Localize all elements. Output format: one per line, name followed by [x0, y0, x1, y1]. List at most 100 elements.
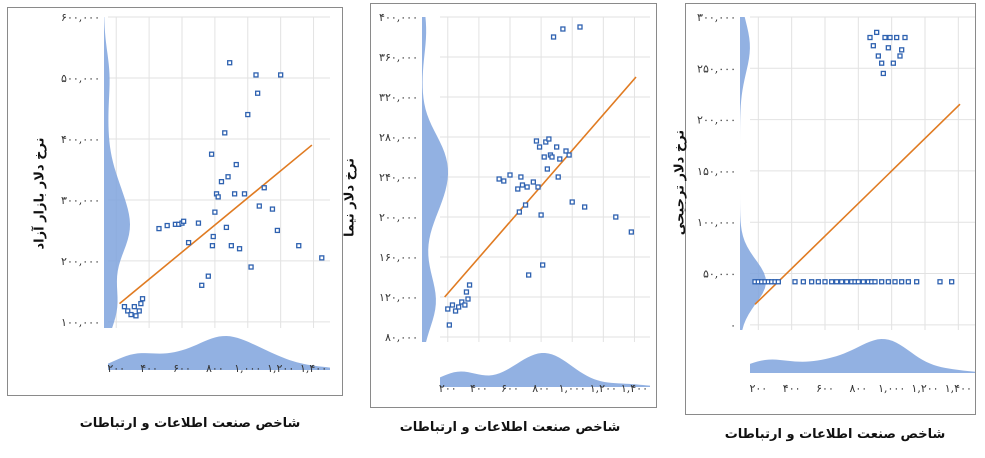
x-tick-label: ۴۰۰: [470, 382, 488, 395]
data-point: [215, 194, 221, 200]
x-axis-caption: شاخص صنعت اطلاعات و ارتباطات: [79, 416, 301, 431]
y-tick-label: ۱۲۰,۰۰۰: [379, 291, 418, 304]
data-point: [507, 172, 513, 178]
x-tick-label: ۴۰۰: [783, 382, 801, 395]
y-tick-label: ۵۰۰,۰۰۰: [61, 72, 100, 85]
data-point: [839, 279, 845, 285]
y-tick-label: ۱۰۰,۰۰۰: [697, 216, 736, 229]
data-point: [775, 279, 781, 285]
data-point: [456, 304, 462, 310]
data-point: [156, 225, 162, 232]
data-point: [879, 279, 885, 285]
y-tick-label: ۲۵۰,۰۰۰: [697, 62, 736, 75]
data-point: [218, 178, 225, 185]
data-point: [874, 29, 880, 36]
data-point: [885, 279, 891, 285]
x-tick-label: ۶۰۰: [173, 362, 191, 375]
data-point: [867, 34, 873, 41]
data-point: [446, 322, 452, 328]
data-point: [550, 34, 557, 40]
y-tick-label: ۲۸۰,۰۰۰: [379, 131, 418, 144]
data-point: [569, 199, 575, 205]
data-point: [538, 212, 544, 218]
data-point: [914, 279, 920, 285]
data-point: [533, 138, 540, 144]
y-tick-label: ۱۶۰,۰۰۰: [379, 251, 418, 264]
x-tick-label: ۶۰۰: [816, 382, 834, 395]
x-tick-label: ۲۰۰: [439, 382, 457, 395]
x-tick-label: ۶۰۰: [501, 382, 519, 395]
data-point: [870, 43, 876, 49]
y-tick-label: ۱۰۰,۰۰۰: [61, 316, 100, 329]
y-tick-label: ۳۲۰,۰۰۰: [379, 91, 418, 104]
y-density-curve: [740, 17, 766, 330]
data-point: [465, 296, 471, 302]
data-point: [452, 308, 459, 314]
data-point: [834, 279, 840, 285]
data-point: [554, 144, 560, 150]
data-point: [195, 220, 202, 226]
data-point: [248, 264, 254, 270]
data-point: [515, 186, 521, 192]
data-point: [822, 279, 828, 285]
x-density-curve: [750, 339, 975, 373]
x-tick-label: ۸۰۰: [849, 382, 867, 395]
y-tick-label: ۸۰,۰۰۰: [385, 331, 418, 344]
data-point: [212, 209, 218, 215]
data-point: [543, 139, 549, 145]
y-tick-label: ۵۰,۰۰۰: [703, 268, 736, 281]
data-point: [139, 296, 146, 302]
y-tick-label: ۲۰۰,۰۰۰: [379, 211, 418, 224]
x-tick-label: ۱,۰۰۰: [559, 382, 586, 395]
data-point: [882, 34, 888, 41]
data-point: [582, 204, 588, 210]
data-point: [205, 273, 211, 279]
data-point: [516, 209, 522, 215]
x-tick-label: ۱,۲۰۰: [911, 382, 938, 395]
x-density-curve: [108, 336, 330, 370]
data-point: [628, 229, 634, 235]
data-point: [209, 243, 216, 249]
data-point: [236, 246, 243, 252]
data-point: [128, 311, 134, 318]
x-axis-caption: شاخص صنعت اطلاعات و ارتباطات: [399, 420, 621, 435]
y-density-curve: [422, 17, 448, 342]
data-point: [256, 203, 262, 209]
data-point: [890, 60, 896, 66]
x-tick-label: ۱,۲۰۰: [267, 362, 294, 375]
data-point: [449, 302, 456, 308]
data-point: [844, 279, 850, 285]
data-point: [225, 174, 231, 180]
data-point: [274, 227, 281, 234]
data-point: [544, 166, 550, 172]
y-tick-label: ۴۰۰,۰۰۰: [379, 11, 418, 24]
data-point: [536, 144, 543, 150]
data-point: [466, 282, 473, 288]
data-point: [138, 300, 144, 307]
data-point: [949, 279, 955, 285]
data-point: [549, 154, 555, 160]
data-point: [278, 72, 284, 78]
data-point: [815, 279, 821, 285]
data-point: [164, 222, 170, 229]
data-point: [245, 111, 251, 118]
data-point: [180, 218, 187, 224]
x-axis-caption: شاخص صنعت اطلاعات و ارتباطات: [724, 427, 946, 442]
data-point: [459, 299, 465, 305]
chart-frame: [685, 3, 976, 415]
data-point: [566, 152, 572, 158]
data-point: [241, 191, 248, 197]
data-point: [125, 308, 131, 314]
data-point: [185, 239, 192, 246]
y-tick-label: ۲۴۰,۰۰۰: [379, 171, 418, 184]
data-point: [228, 243, 234, 249]
data-point: [885, 45, 891, 51]
data-point: [560, 26, 566, 32]
y-tick-label: ۴۰۰,۰۰۰: [61, 133, 100, 146]
x-tick-label: ۱,۴۰۰: [945, 382, 972, 395]
data-point: [136, 308, 142, 314]
data-point: [894, 34, 900, 41]
data-point: [899, 279, 905, 285]
data-point: [800, 279, 806, 285]
